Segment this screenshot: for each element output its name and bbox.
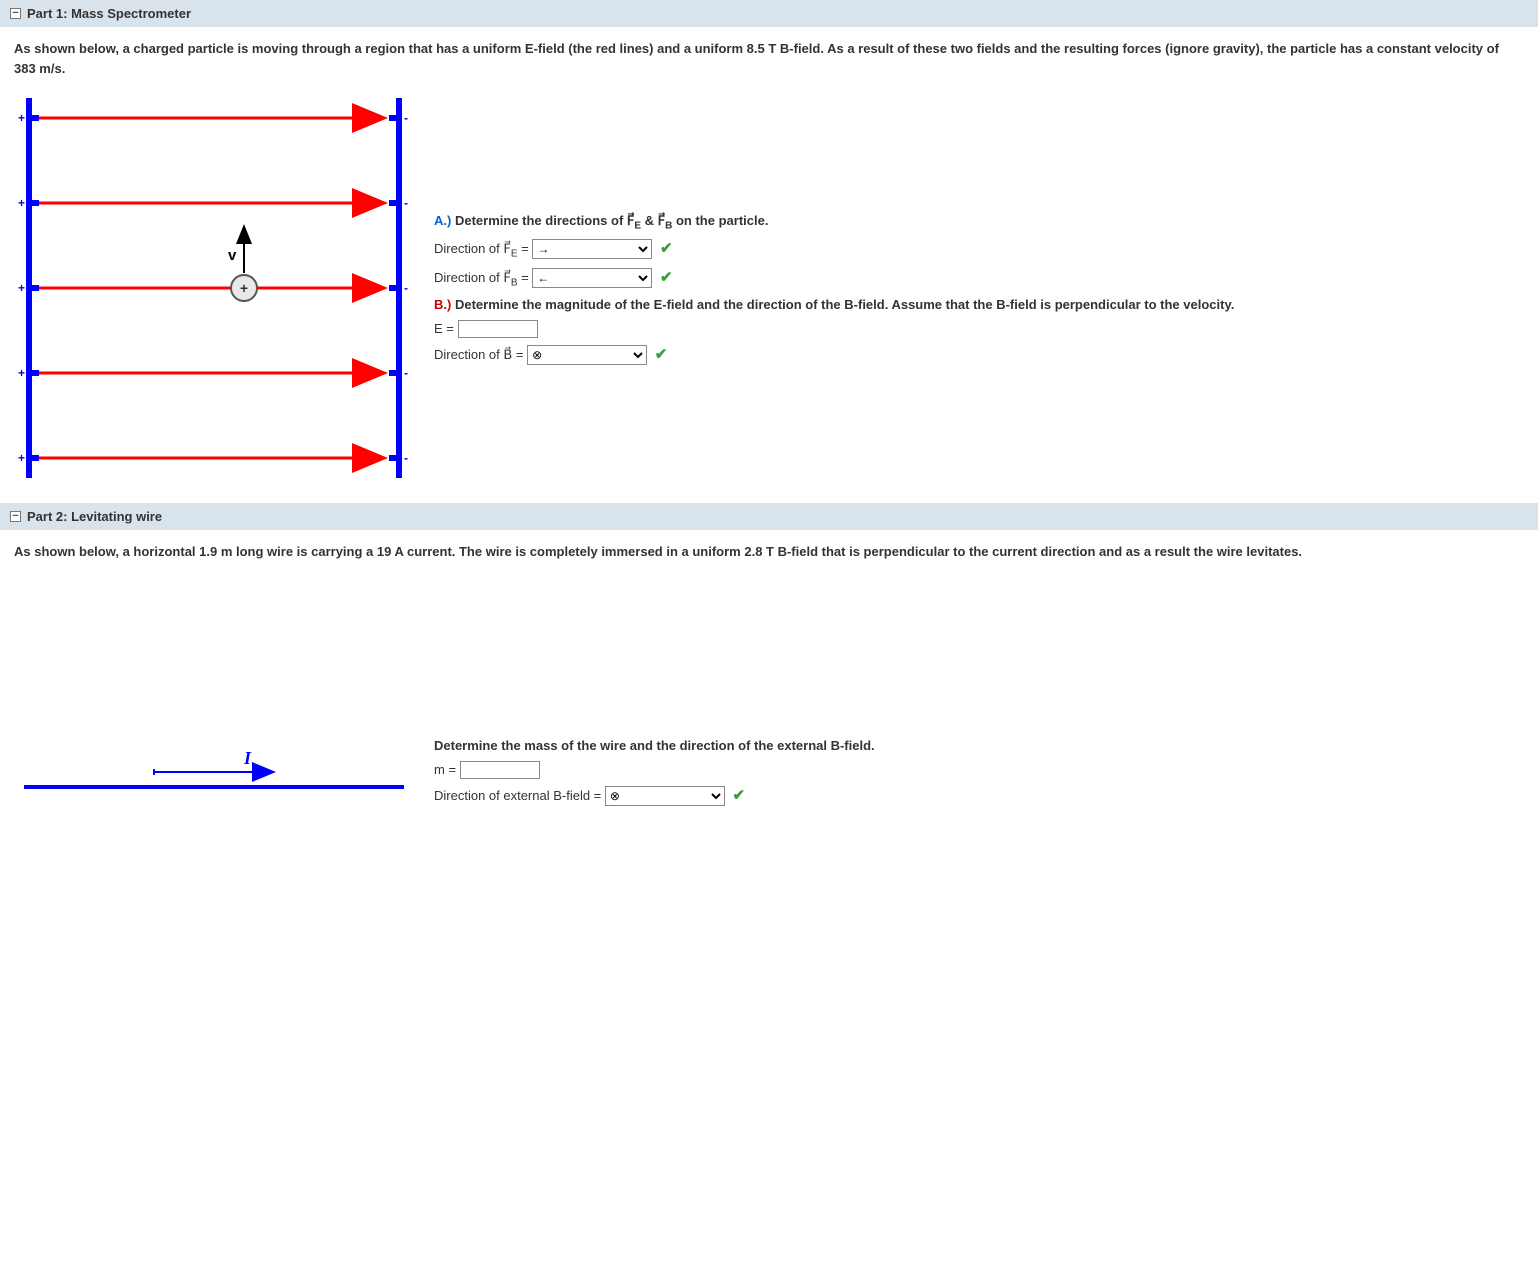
qB-label: B.)	[434, 297, 451, 312]
dir-FE-label: Direction of F⃗E =	[434, 241, 532, 256]
m-input[interactable]	[460, 761, 540, 779]
qA-text: Determine the directions of F⃗E & F⃗B on…	[455, 213, 768, 228]
collapse-icon[interactable]: −	[10, 8, 21, 19]
svg-text:+: +	[240, 280, 248, 296]
svg-text:-: -	[404, 281, 408, 295]
svg-text:+: +	[18, 281, 25, 295]
svg-text:+: +	[18, 111, 25, 125]
svg-text:+: +	[18, 196, 25, 210]
check-icon: ✔	[660, 240, 673, 257]
part2-body: As shown below, a horizontal 1.9 m long …	[0, 530, 1538, 987]
dir-B-label: Direction of B⃗ =	[434, 347, 527, 362]
part1-title: Part 1: Mass Spectrometer	[27, 6, 191, 21]
part2-title: Part 2: Levitating wire	[27, 509, 162, 524]
part1-diagram: + + + + + - - - - -	[14, 88, 414, 491]
E-input[interactable]	[458, 320, 538, 338]
svg-text:-: -	[404, 366, 408, 380]
check-icon: ✔	[655, 346, 668, 363]
collapse-icon[interactable]: −	[10, 511, 21, 522]
check-icon: ✔	[733, 787, 746, 804]
dir-FE-select[interactable]: →	[532, 239, 652, 259]
part1-body: As shown below, a charged particle is mo…	[0, 27, 1538, 503]
part2-q-text: Determine the mass of the wire and the d…	[434, 735, 875, 757]
E-label: E =	[434, 321, 454, 336]
svg-text:v: v	[228, 247, 237, 264]
svg-text:+: +	[18, 366, 25, 380]
dir-FB-label: Direction of F⃗B =	[434, 270, 532, 285]
part2-diagram: I	[14, 572, 414, 975]
svg-text:I: I	[243, 748, 252, 768]
svg-text:-: -	[404, 451, 408, 465]
qB-text: Determine the magnitude of the E-field a…	[455, 297, 1234, 312]
m-label: m =	[434, 762, 456, 777]
dir-FB-select[interactable]: ←	[532, 268, 652, 288]
part1-questions: A.) Determine the directions of F⃗E & F⃗…	[434, 210, 1234, 369]
svg-text:+: +	[18, 451, 25, 465]
part2-description: As shown below, a horizontal 1.9 m long …	[14, 542, 1524, 562]
dir-B-select[interactable]: ⊗	[527, 345, 647, 365]
part2-questions: Determine the mass of the wire and the d…	[434, 735, 875, 811]
part1-header: − Part 1: Mass Spectrometer	[0, 0, 1538, 27]
svg-text:-: -	[404, 196, 408, 210]
dir-B-ext-select[interactable]: ⊗	[605, 786, 725, 806]
dir-B-ext-label: Direction of external B-field =	[434, 788, 601, 803]
svg-text:-: -	[404, 111, 408, 125]
check-icon: ✔	[660, 269, 673, 286]
qA-label: A.)	[434, 213, 451, 228]
part1-description: As shown below, a charged particle is mo…	[14, 39, 1524, 78]
part2-header: − Part 2: Levitating wire	[0, 503, 1538, 530]
